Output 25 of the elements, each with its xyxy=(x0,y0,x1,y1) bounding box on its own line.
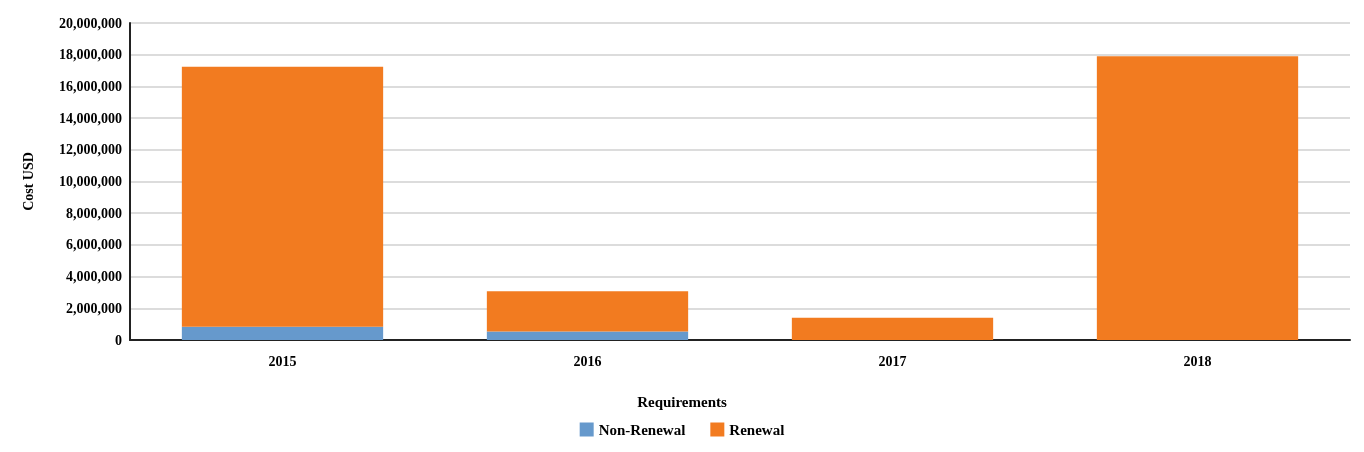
y-tick-label: 16,000,000 xyxy=(59,78,122,94)
y-tick-label: 12,000,000 xyxy=(59,142,122,158)
y-axis-title: Cost USD xyxy=(20,152,36,211)
y-tick-label: 14,000,000 xyxy=(59,110,122,126)
bar xyxy=(181,66,384,327)
x-tick-label: 2016 xyxy=(573,353,602,369)
y-tick-label: 6,000,000 xyxy=(66,237,122,253)
legend-label: Non-Renewal xyxy=(598,421,686,438)
x-tick-label: 2015 xyxy=(268,353,297,369)
bar xyxy=(1096,56,1299,340)
x-tick-label: 2017 xyxy=(878,353,907,369)
bar xyxy=(486,331,689,340)
y-tick-label: 8,000,000 xyxy=(66,205,122,221)
bar xyxy=(486,291,689,332)
x-tick-label: 2018 xyxy=(1183,353,1212,369)
y-tick-label: 10,000,000 xyxy=(59,174,122,189)
y-tick-label: 18,000,000 xyxy=(59,47,122,63)
bar xyxy=(791,317,994,340)
bar xyxy=(181,326,384,340)
y-tick-label: 0 xyxy=(115,332,122,348)
legend-title: Requirements xyxy=(637,393,728,410)
y-tick-label: 20,000,000 xyxy=(59,15,122,31)
legend-label: Renewal xyxy=(729,421,785,438)
y-tick-label: 4,000,000 xyxy=(66,269,122,285)
y-tick-label: 2,000,000 xyxy=(66,300,122,316)
